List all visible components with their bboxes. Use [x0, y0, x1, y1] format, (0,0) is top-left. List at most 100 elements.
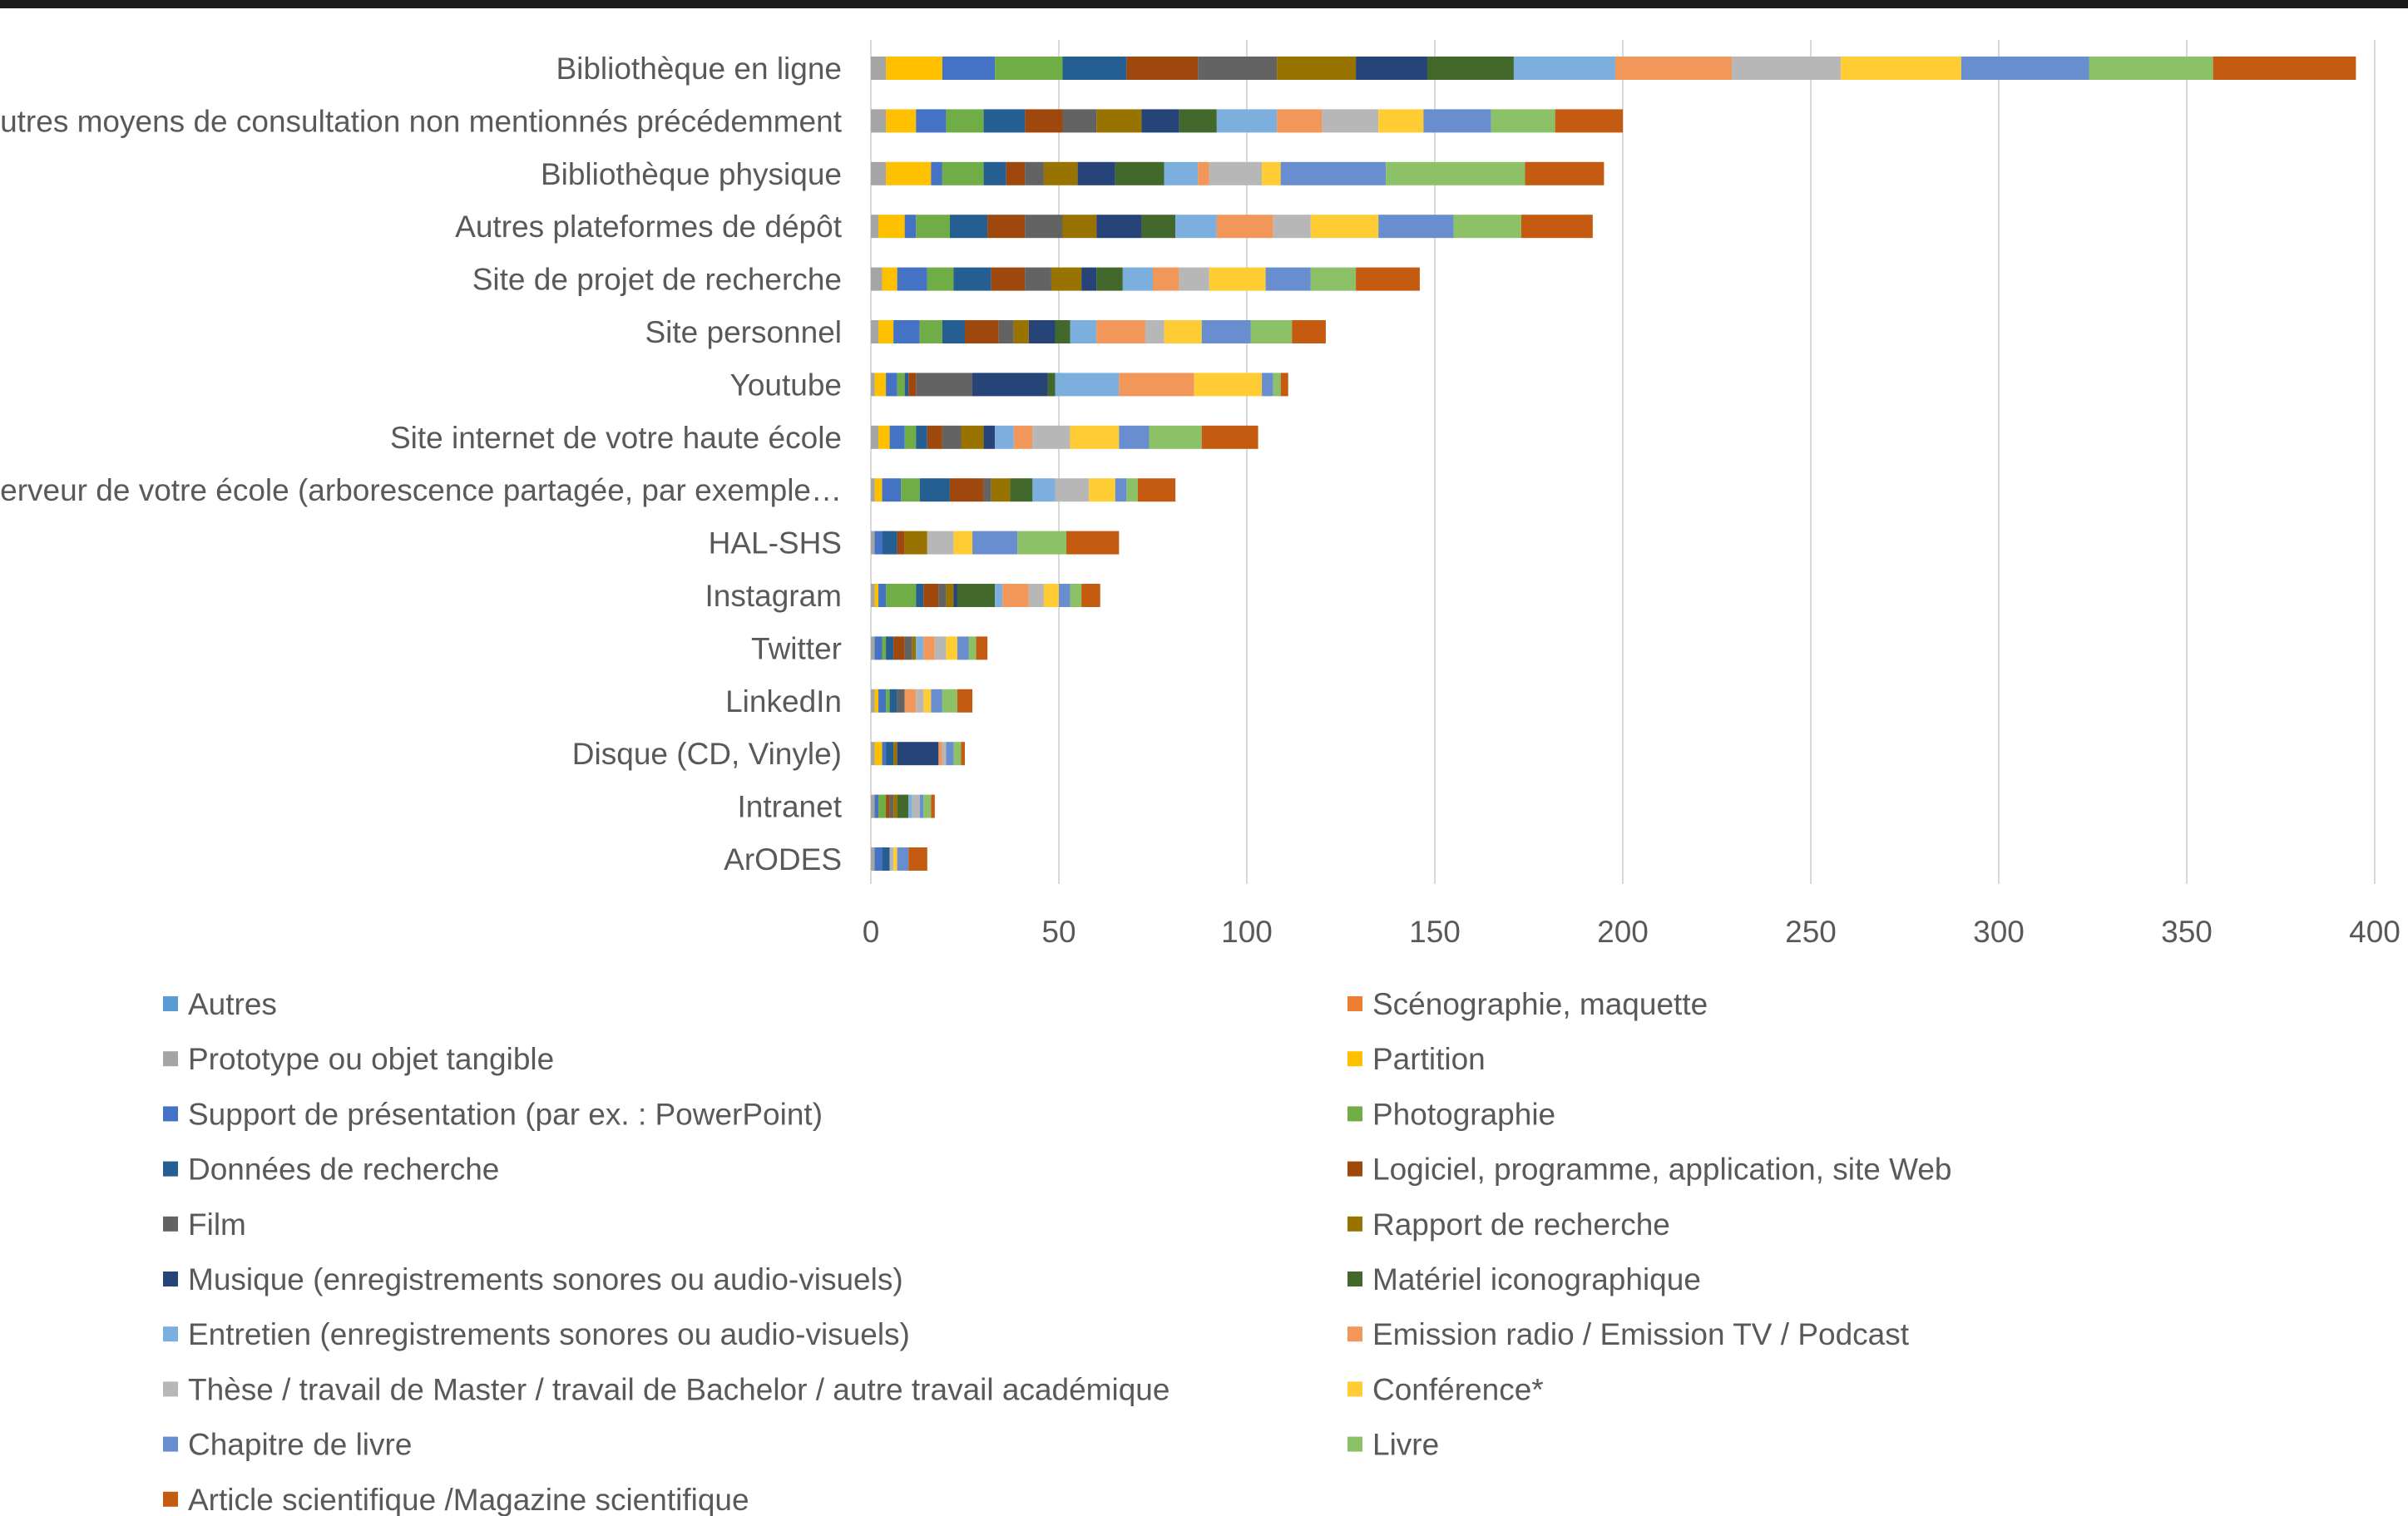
bar-segment	[1732, 57, 1842, 80]
bar-segment	[1002, 584, 1029, 607]
legend-item: Données de recherche	[163, 1153, 499, 1187]
category-label: Youtube	[730, 368, 842, 402]
bar-segment	[1423, 109, 1491, 133]
bar-segment	[983, 478, 991, 502]
bar-segment	[953, 584, 957, 607]
bar-segment	[871, 742, 875, 766]
category-label: ArODES	[724, 842, 842, 877]
bar-segment	[897, 531, 905, 555]
bar-segment	[927, 267, 954, 291]
bar-segment	[897, 742, 939, 766]
legend-label: Matériel iconographique	[1372, 1262, 1701, 1296]
bar-segment	[1280, 161, 1387, 185]
legend-swatch	[1347, 1381, 1362, 1397]
bar-segment	[983, 425, 996, 449]
bar-segment	[882, 267, 897, 291]
legend-item: Autres	[163, 987, 277, 1021]
bar-segment	[919, 794, 924, 818]
bar-segment	[1378, 109, 1424, 133]
bar-segment	[1961, 57, 2089, 80]
bar-segment	[871, 531, 875, 555]
bar-segment	[1025, 215, 1063, 239]
bar-segment	[1141, 109, 1179, 133]
legend-swatch	[1347, 1106, 1362, 1122]
x-axis-ticks: 0 50 100 150 200 250 300 350 400	[863, 915, 2401, 949]
bar-segment	[882, 847, 890, 871]
bar-segment	[953, 742, 962, 766]
bar-segment	[1198, 161, 1209, 185]
bar-segment	[1043, 584, 1059, 607]
bar-segment	[938, 742, 942, 766]
bar-segment	[998, 320, 1014, 343]
bar-segment	[946, 636, 957, 660]
bar-segment	[1089, 478, 1115, 502]
category-label: Serveur de votre école (arborescence par…	[0, 473, 842, 507]
bar-segment	[886, 636, 894, 660]
bar-segment	[886, 689, 890, 713]
bar-segment	[871, 161, 887, 185]
bar-segment	[871, 320, 879, 343]
bar-segment	[1119, 425, 1150, 449]
category-label: Bibliothèque physique	[541, 157, 842, 191]
bar-segment	[1164, 161, 1199, 185]
legend-label: Scénographie, maquette	[1372, 987, 1708, 1021]
bar-segment	[908, 847, 927, 871]
bar-segment	[916, 425, 927, 449]
bar-segment	[1055, 320, 1070, 343]
bar-segment	[1273, 373, 1281, 397]
legend-swatch	[163, 1436, 178, 1452]
bar-segment	[904, 215, 917, 239]
bar-segment	[972, 531, 1018, 555]
bar-segment	[923, 636, 935, 660]
bar-segment	[874, 373, 887, 397]
bar-segment	[1201, 425, 1258, 449]
bar-segment	[1126, 57, 1199, 80]
bar-segment	[912, 636, 917, 660]
bar-segment	[886, 742, 894, 766]
bar-segment	[871, 267, 883, 291]
bar-segment	[1013, 425, 1033, 449]
bar-segment	[889, 847, 894, 871]
bar-segment	[871, 215, 879, 239]
bar-segment	[912, 794, 920, 818]
bar-segment	[942, 161, 984, 185]
bar-segment	[1378, 215, 1454, 239]
x-tick-label: 100	[1221, 915, 1273, 949]
bar-segment	[931, 689, 942, 713]
x-tick-label: 250	[1785, 915, 1837, 949]
legend-item: Partition	[1347, 1042, 1486, 1076]
legend-swatch	[163, 1051, 178, 1067]
bar-segment	[1096, 320, 1145, 343]
bar-segment	[923, 584, 939, 607]
bar-segment	[916, 689, 924, 713]
legend-item: Article scientifique /Magazine scientifi…	[163, 1483, 749, 1516]
bar-segment	[871, 794, 875, 818]
bar-segment	[871, 636, 875, 660]
bar-segment	[1055, 478, 1090, 502]
legend-item: Musique (enregistrements sonores ou audi…	[163, 1262, 903, 1296]
bar-segment	[874, 689, 879, 713]
bar-segment	[1141, 215, 1176, 239]
legend-swatch	[163, 996, 178, 1011]
bar-segment	[893, 636, 905, 660]
legend-label: Support de présentation (par ex. : Power…	[188, 1097, 823, 1131]
category-label: Twitter	[751, 631, 842, 665]
bar-segment	[1126, 478, 1138, 502]
legend-label: Rapport de recherche	[1372, 1207, 1670, 1242]
bar-segment	[871, 373, 875, 397]
legend-label: Livre	[1372, 1428, 1439, 1462]
bar-segment	[874, 478, 883, 502]
bar-segment	[1028, 584, 1044, 607]
bar-segment	[957, 584, 996, 607]
bar-segment	[882, 742, 887, 766]
bar-segment	[916, 636, 924, 660]
legend-swatch	[1347, 1216, 1362, 1232]
bar-segment	[893, 320, 920, 343]
bar-segment	[874, 636, 883, 660]
legend-item: Matériel iconographique	[1347, 1262, 1701, 1296]
bar-segment	[1194, 373, 1263, 397]
bar-segment	[889, 425, 905, 449]
bar-segment	[961, 742, 965, 766]
bar-segment	[1520, 215, 1593, 239]
legend-label: Musique (enregistrements sonores ou audi…	[188, 1262, 903, 1296]
